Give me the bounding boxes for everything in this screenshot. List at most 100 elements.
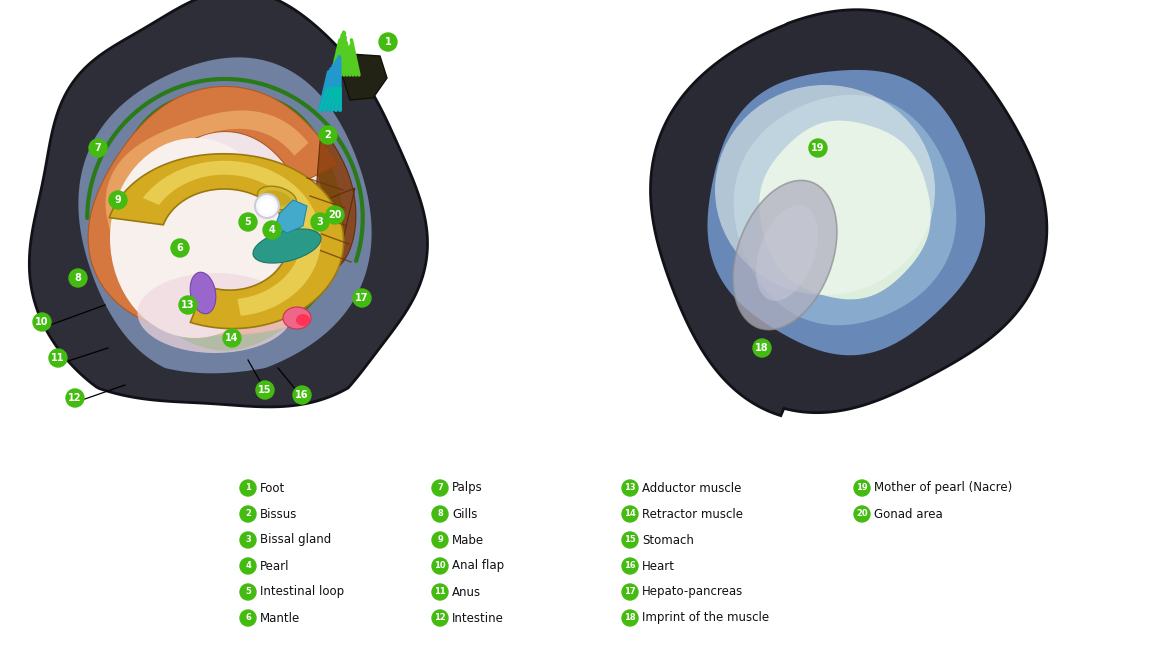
Circle shape: [753, 339, 771, 357]
Text: Mother of pearl (Nacre): Mother of pearl (Nacre): [874, 481, 1012, 494]
Circle shape: [70, 269, 87, 287]
Circle shape: [178, 296, 197, 314]
Circle shape: [622, 480, 637, 496]
Circle shape: [379, 33, 398, 51]
Text: 8: 8: [74, 273, 81, 283]
Circle shape: [256, 381, 274, 399]
Polygon shape: [759, 121, 931, 299]
Text: 6: 6: [245, 614, 252, 623]
Ellipse shape: [734, 181, 837, 330]
Circle shape: [622, 558, 637, 574]
Text: 5: 5: [245, 217, 252, 227]
Circle shape: [854, 480, 870, 496]
Text: 1: 1: [385, 37, 392, 47]
Circle shape: [89, 139, 107, 157]
Circle shape: [432, 480, 449, 496]
Text: 17: 17: [625, 587, 636, 597]
Text: 17: 17: [356, 293, 369, 303]
Text: Gonad area: Gonad area: [874, 507, 942, 520]
Circle shape: [293, 386, 311, 404]
Text: 19: 19: [811, 143, 825, 153]
Text: 10: 10: [35, 317, 49, 327]
Circle shape: [240, 506, 256, 522]
Text: 9: 9: [437, 535, 443, 544]
Text: 18: 18: [756, 343, 768, 353]
Polygon shape: [29, 0, 428, 407]
Text: 3: 3: [316, 217, 323, 227]
Ellipse shape: [138, 273, 292, 353]
Polygon shape: [143, 161, 321, 316]
Polygon shape: [79, 57, 372, 374]
Circle shape: [622, 506, 637, 522]
Text: 2: 2: [245, 509, 252, 518]
Polygon shape: [275, 200, 307, 233]
Circle shape: [432, 558, 449, 574]
Text: Foot: Foot: [260, 481, 285, 494]
Circle shape: [109, 191, 127, 209]
Text: 16: 16: [625, 561, 636, 570]
Text: 15: 15: [258, 385, 271, 395]
Text: 12: 12: [435, 614, 446, 623]
Circle shape: [432, 610, 449, 626]
Text: 1: 1: [245, 484, 252, 492]
Text: 11: 11: [51, 353, 65, 363]
Circle shape: [255, 194, 279, 218]
Polygon shape: [109, 154, 344, 329]
Text: 7: 7: [95, 143, 101, 153]
Polygon shape: [734, 95, 956, 325]
Text: 14: 14: [225, 333, 239, 343]
Text: Bissal gland: Bissal gland: [260, 533, 331, 546]
Circle shape: [311, 213, 329, 231]
Circle shape: [319, 126, 337, 144]
Text: Imprint of the muscle: Imprint of the muscle: [642, 612, 770, 625]
Ellipse shape: [257, 186, 297, 210]
Text: 10: 10: [435, 561, 446, 570]
Circle shape: [240, 480, 256, 496]
Circle shape: [32, 313, 51, 331]
Circle shape: [223, 329, 241, 347]
Text: 18: 18: [625, 614, 636, 623]
Text: 11: 11: [435, 587, 446, 597]
Circle shape: [66, 389, 83, 407]
Circle shape: [263, 221, 280, 239]
Text: 13: 13: [625, 484, 636, 492]
Circle shape: [258, 198, 275, 214]
Text: 5: 5: [245, 587, 252, 597]
Polygon shape: [707, 70, 985, 355]
Circle shape: [622, 610, 637, 626]
Circle shape: [353, 289, 371, 307]
Circle shape: [240, 558, 256, 574]
Circle shape: [854, 506, 870, 522]
Text: 6: 6: [176, 243, 183, 253]
Text: 20: 20: [857, 509, 868, 518]
Circle shape: [622, 584, 637, 600]
Ellipse shape: [110, 138, 280, 338]
Text: 16: 16: [296, 390, 308, 400]
Text: Heart: Heart: [642, 559, 675, 572]
Text: 20: 20: [328, 210, 342, 220]
Text: Hepato-pancreas: Hepato-pancreas: [642, 585, 743, 599]
Text: Adductor muscle: Adductor muscle: [642, 481, 742, 494]
Text: 13: 13: [181, 300, 195, 310]
Polygon shape: [280, 130, 356, 273]
Text: Gills: Gills: [452, 507, 478, 520]
Text: 2: 2: [325, 130, 331, 140]
Circle shape: [240, 532, 256, 548]
Text: Intestinal loop: Intestinal loop: [260, 585, 344, 599]
Circle shape: [240, 610, 256, 626]
Text: 14: 14: [625, 509, 636, 518]
Circle shape: [326, 206, 344, 224]
Text: 4: 4: [245, 561, 252, 570]
Text: 3: 3: [245, 535, 250, 544]
Ellipse shape: [190, 272, 216, 314]
Circle shape: [172, 239, 189, 257]
Ellipse shape: [263, 190, 291, 205]
Circle shape: [432, 584, 449, 600]
Text: Anus: Anus: [452, 585, 481, 599]
Ellipse shape: [253, 229, 321, 263]
Text: Retractor muscle: Retractor muscle: [642, 507, 743, 520]
Ellipse shape: [756, 205, 818, 301]
Text: Mabe: Mabe: [452, 533, 484, 546]
Text: 12: 12: [68, 393, 82, 403]
Circle shape: [809, 139, 828, 157]
